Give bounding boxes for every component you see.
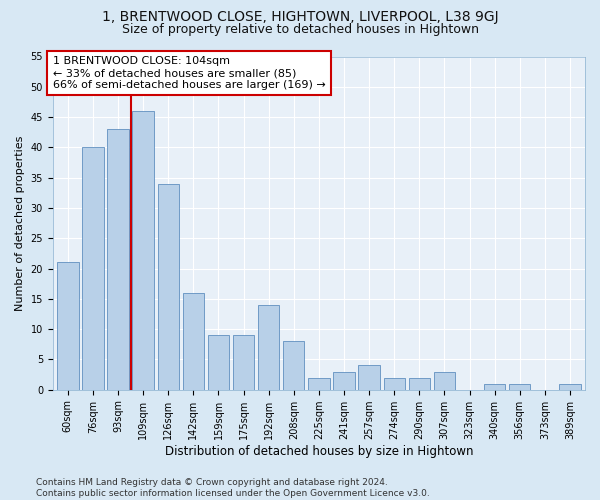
Bar [57,262,79,390]
Bar [158,184,179,390]
Text: Size of property relative to detached houses in Hightown: Size of property relative to detached ho… [121,22,479,36]
Bar [509,384,530,390]
Bar [383,378,405,390]
Bar [559,384,581,390]
Bar [484,384,505,390]
Bar [133,111,154,390]
Bar [358,366,380,390]
Bar [208,335,229,390]
Bar [233,335,254,390]
Bar [308,378,329,390]
Bar [283,342,304,390]
Bar [258,305,280,390]
Text: 1 BRENTWOOD CLOSE: 104sqm
← 33% of detached houses are smaller (85)
66% of semi-: 1 BRENTWOOD CLOSE: 104sqm ← 33% of detac… [53,56,326,90]
X-axis label: Distribution of detached houses by size in Hightown: Distribution of detached houses by size … [164,444,473,458]
Bar [409,378,430,390]
Bar [334,372,355,390]
Text: Contains HM Land Registry data © Crown copyright and database right 2024.
Contai: Contains HM Land Registry data © Crown c… [36,478,430,498]
Bar [107,129,129,390]
Y-axis label: Number of detached properties: Number of detached properties [15,136,25,311]
Bar [434,372,455,390]
Text: 1, BRENTWOOD CLOSE, HIGHTOWN, LIVERPOOL, L38 9GJ: 1, BRENTWOOD CLOSE, HIGHTOWN, LIVERPOOL,… [101,10,499,24]
Bar [182,293,204,390]
Bar [82,148,104,390]
